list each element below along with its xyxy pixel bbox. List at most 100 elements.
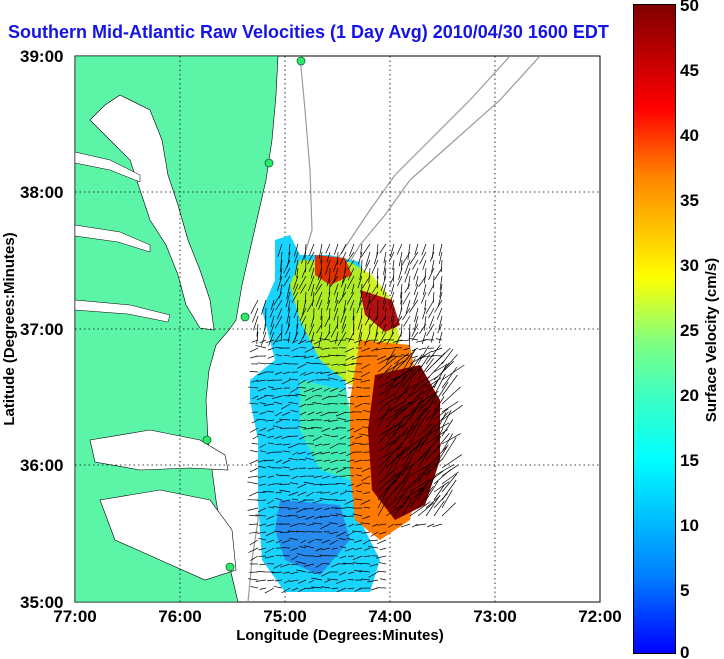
velocity-vector <box>281 587 291 594</box>
velocity-vector <box>347 259 355 270</box>
velocity-vector <box>368 267 371 284</box>
velocity-vector <box>308 323 315 336</box>
velocity-vector <box>393 369 414 389</box>
velocity-vector <box>337 363 347 366</box>
velocity-vector <box>413 315 419 331</box>
velocity-vector <box>377 440 395 453</box>
velocity-vector <box>248 386 259 389</box>
velocity-vector <box>259 563 267 566</box>
velocity-vector <box>288 401 299 405</box>
velocity-vector <box>306 491 315 497</box>
velocity-vector <box>314 507 323 511</box>
velocity-vector <box>290 387 299 393</box>
velocity-vector <box>383 267 387 280</box>
velocity-vector <box>404 267 411 283</box>
velocity-vector <box>275 411 283 417</box>
velocity-vector <box>433 373 446 397</box>
velocity-vector <box>330 451 339 454</box>
velocity-vector <box>312 402 323 405</box>
velocity-vector <box>320 371 331 374</box>
velocity-vector <box>401 358 416 381</box>
velocity-vector <box>344 347 355 353</box>
velocity-vector <box>311 346 323 349</box>
velocity-vector <box>360 379 371 383</box>
velocity-vector <box>425 445 441 461</box>
velocity-vector <box>388 291 395 305</box>
velocity-vector <box>414 307 419 323</box>
velocity-vector <box>279 267 283 280</box>
y-axis-label: Latitude (Degrees:Minutes) <box>1 232 18 425</box>
velocity-vector <box>266 499 275 505</box>
velocity-vector <box>417 345 430 365</box>
velocity-vector <box>417 447 432 469</box>
velocity-vector <box>275 539 283 544</box>
velocity-vector <box>337 331 347 346</box>
velocity-vector <box>276 275 283 292</box>
velocity-vector <box>297 483 307 489</box>
velocity-vector <box>419 323 427 334</box>
velocity-vector <box>272 331 283 345</box>
velocity-vector <box>291 339 299 344</box>
velocity-vector <box>336 587 347 593</box>
velocity-vector <box>291 355 299 358</box>
velocity-vector <box>393 386 410 405</box>
x-tick-label: 73:00 <box>473 607 516 626</box>
velocity-vector <box>315 291 323 307</box>
velocity-vector <box>291 555 299 561</box>
velocity-vector <box>398 267 403 280</box>
velocity-vector <box>427 523 435 528</box>
velocity-vector <box>430 331 435 343</box>
velocity-vector <box>433 362 450 373</box>
velocity-vector <box>304 507 315 510</box>
velocity-vector <box>321 475 331 479</box>
velocity-vector <box>319 515 331 518</box>
velocity-vector <box>352 555 363 561</box>
colorbar-tick: 0 <box>680 643 689 659</box>
velocity-vector <box>332 259 339 273</box>
velocity-vector <box>397 307 403 321</box>
velocity-vector <box>377 523 387 526</box>
velocity-vector <box>378 531 387 535</box>
velocity-vector <box>287 443 299 449</box>
velocity-vector <box>417 424 436 445</box>
velocity-vector <box>300 251 307 264</box>
velocity-vector <box>382 299 387 310</box>
velocity-vector <box>336 251 339 265</box>
velocity-vector <box>315 547 323 552</box>
velocity-vector <box>441 471 459 485</box>
velocity-vector <box>393 485 411 509</box>
y-tick-label: 35:00 <box>20 593 63 612</box>
velocity-vector <box>279 418 291 421</box>
velocity-vector <box>381 323 387 335</box>
velocity-vector <box>369 563 379 567</box>
velocity-vector <box>441 502 457 517</box>
velocity-vector <box>324 331 331 341</box>
velocity-vector <box>379 243 387 254</box>
velocity-vector <box>361 426 371 429</box>
velocity-vector <box>285 291 291 308</box>
velocity-vector <box>361 578 371 581</box>
velocity-vector <box>266 523 275 527</box>
velocity-vector <box>249 347 259 353</box>
velocity-vector <box>401 486 425 501</box>
velocity-vector <box>279 259 283 273</box>
velocity-vector <box>398 251 403 267</box>
velocity-vector <box>425 481 439 501</box>
velocity-vector <box>329 522 339 525</box>
velocity-vector <box>297 339 307 345</box>
velocity-vector <box>312 291 315 307</box>
velocity-vector <box>365 283 371 297</box>
velocity-vector <box>409 251 419 265</box>
velocity-vector <box>385 442 404 461</box>
radar-site-marker <box>202 435 212 445</box>
velocity-vector <box>355 435 363 440</box>
velocity-vector <box>252 307 259 323</box>
velocity-vector <box>427 283 435 296</box>
x-tick-label: 75:00 <box>263 607 306 626</box>
velocity-vector <box>356 299 363 314</box>
velocity-vector <box>409 354 423 373</box>
velocity-vector <box>248 491 259 497</box>
velocity-vector <box>436 307 443 320</box>
velocity-vector <box>401 447 415 469</box>
velocity-vector <box>432 523 443 528</box>
